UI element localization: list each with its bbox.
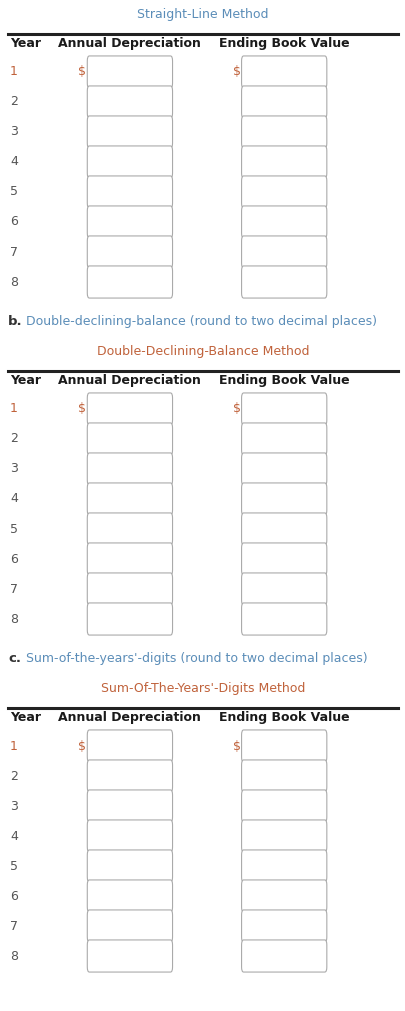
FancyBboxPatch shape [241, 790, 326, 822]
Text: 6: 6 [10, 890, 18, 903]
Text: 8: 8 [10, 949, 18, 962]
Text: Ending Book Value: Ending Book Value [218, 374, 349, 387]
Text: 5: 5 [10, 185, 18, 198]
Text: 3: 3 [10, 800, 18, 813]
Text: 4: 4 [10, 156, 18, 169]
FancyBboxPatch shape [87, 86, 172, 118]
FancyBboxPatch shape [241, 880, 326, 912]
Text: 1: 1 [10, 66, 18, 79]
Text: 3: 3 [10, 125, 18, 139]
Text: Year: Year [10, 711, 41, 724]
Text: 6: 6 [10, 552, 18, 565]
FancyBboxPatch shape [87, 940, 172, 972]
FancyBboxPatch shape [241, 513, 326, 545]
FancyBboxPatch shape [87, 573, 172, 605]
Text: $: $ [78, 66, 86, 79]
FancyBboxPatch shape [241, 820, 326, 852]
FancyBboxPatch shape [87, 603, 172, 635]
FancyBboxPatch shape [87, 820, 172, 852]
Text: 5: 5 [10, 859, 18, 872]
Text: b.: b. [8, 315, 23, 328]
FancyBboxPatch shape [87, 760, 172, 792]
FancyBboxPatch shape [241, 940, 326, 972]
Text: Annual Depreciation: Annual Depreciation [58, 37, 201, 50]
Text: c.: c. [8, 652, 21, 665]
FancyBboxPatch shape [87, 483, 172, 515]
FancyBboxPatch shape [241, 543, 326, 575]
FancyBboxPatch shape [241, 236, 326, 268]
Text: Year: Year [10, 374, 41, 387]
FancyBboxPatch shape [241, 603, 326, 635]
Text: 2: 2 [10, 433, 18, 446]
Text: 2: 2 [10, 95, 18, 108]
FancyBboxPatch shape [87, 206, 172, 238]
Text: 3: 3 [10, 462, 18, 475]
Text: $: $ [232, 739, 240, 752]
FancyBboxPatch shape [87, 176, 172, 208]
FancyBboxPatch shape [241, 56, 326, 88]
FancyBboxPatch shape [241, 573, 326, 605]
Text: 7: 7 [10, 246, 18, 259]
FancyBboxPatch shape [87, 423, 172, 455]
FancyBboxPatch shape [241, 176, 326, 208]
FancyBboxPatch shape [241, 266, 326, 298]
FancyBboxPatch shape [87, 116, 172, 148]
FancyBboxPatch shape [87, 543, 172, 575]
FancyBboxPatch shape [87, 453, 172, 485]
FancyBboxPatch shape [87, 880, 172, 912]
Text: $: $ [78, 739, 86, 752]
FancyBboxPatch shape [241, 393, 326, 425]
Text: $: $ [232, 402, 240, 416]
Text: Year: Year [10, 37, 41, 50]
FancyBboxPatch shape [241, 146, 326, 178]
FancyBboxPatch shape [241, 730, 326, 762]
FancyBboxPatch shape [87, 730, 172, 762]
Text: $: $ [232, 66, 240, 79]
FancyBboxPatch shape [241, 760, 326, 792]
Text: 5: 5 [10, 523, 18, 536]
FancyBboxPatch shape [87, 236, 172, 268]
Text: 4: 4 [10, 829, 18, 842]
Text: 6: 6 [10, 215, 18, 228]
Text: 8: 8 [10, 276, 18, 288]
Text: 1: 1 [10, 402, 18, 416]
FancyBboxPatch shape [241, 116, 326, 148]
Text: Straight-Line Method: Straight-Line Method [137, 8, 268, 21]
Text: Ending Book Value: Ending Book Value [218, 711, 349, 724]
Text: 2: 2 [10, 769, 18, 783]
FancyBboxPatch shape [241, 910, 326, 942]
FancyBboxPatch shape [241, 86, 326, 118]
Text: Annual Depreciation: Annual Depreciation [58, 711, 201, 724]
FancyBboxPatch shape [241, 850, 326, 882]
FancyBboxPatch shape [241, 453, 326, 485]
Text: Sum-Of-The-Years'-Digits Method: Sum-Of-The-Years'-Digits Method [100, 682, 305, 695]
FancyBboxPatch shape [87, 393, 172, 425]
Text: Annual Depreciation: Annual Depreciation [58, 374, 201, 387]
Text: 1: 1 [10, 739, 18, 752]
Text: 7: 7 [10, 582, 18, 595]
Text: Sum-of-the-years'-digits (round to two decimal places): Sum-of-the-years'-digits (round to two d… [26, 652, 367, 665]
Text: Double-declining-balance (round to two decimal places): Double-declining-balance (round to two d… [26, 315, 376, 328]
FancyBboxPatch shape [87, 850, 172, 882]
FancyBboxPatch shape [241, 483, 326, 515]
FancyBboxPatch shape [87, 513, 172, 545]
Text: Double-Declining-Balance Method: Double-Declining-Balance Method [96, 345, 309, 358]
FancyBboxPatch shape [241, 423, 326, 455]
FancyBboxPatch shape [87, 790, 172, 822]
Text: Ending Book Value: Ending Book Value [218, 37, 349, 50]
Text: 7: 7 [10, 919, 18, 932]
Text: $: $ [78, 402, 86, 416]
FancyBboxPatch shape [87, 266, 172, 298]
FancyBboxPatch shape [241, 206, 326, 238]
Text: 4: 4 [10, 492, 18, 506]
FancyBboxPatch shape [87, 910, 172, 942]
FancyBboxPatch shape [87, 56, 172, 88]
FancyBboxPatch shape [87, 146, 172, 178]
Text: 8: 8 [10, 613, 18, 626]
